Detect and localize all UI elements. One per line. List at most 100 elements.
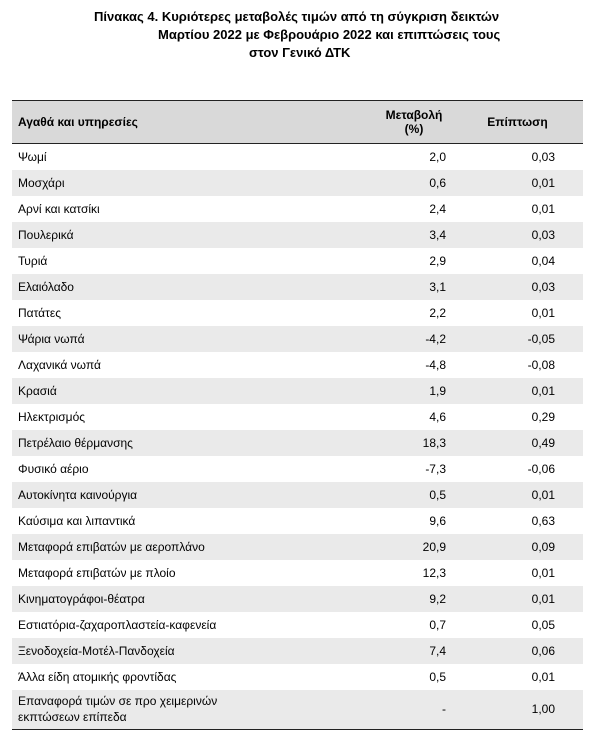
price-changes-table: Αγαθά και υπηρεσίες Μεταβολή (%) Επίπτωσ… [12, 100, 583, 730]
row-impact-value: 0,01 [531, 487, 555, 502]
row-item-name: Ψάρια νωπά [18, 331, 85, 346]
row-change-value: 3,1 [429, 279, 446, 294]
row-impact-value: 0,01 [531, 591, 555, 606]
row-item-name: Κρασιά [18, 383, 57, 398]
row-item-name: Λαχανικά νωπά [18, 357, 101, 372]
row-item-name: Φυσικό αέριο [18, 461, 89, 476]
row-change-value: - [442, 702, 446, 717]
row-item-name: Μεταφορά επιβατών με πλοίο [18, 565, 176, 580]
row-change-value: 9,2 [429, 591, 446, 606]
table-row: Άλλα είδη ατομικής φροντίδας 0,5 0,01 [12, 664, 583, 690]
row-impact-value: 0,03 [531, 149, 555, 164]
row-impact-value: -0,05 [527, 331, 555, 346]
table-row: Πετρέλαιο θέρμανσης 18,3 0,49 [12, 429, 583, 456]
row-change-value: 0,7 [429, 617, 446, 632]
header-goods-services: Αγαθά και υπηρεσίες [18, 115, 138, 129]
table-row: Μοσχάρι 0,6 0,01 [12, 169, 583, 196]
row-change-value: -7,3 [425, 461, 446, 476]
row-item-name: Πουλερικά [18, 227, 74, 242]
row-impact-value: 0,09 [531, 539, 555, 554]
row-impact-value: 0,01 [531, 669, 555, 684]
header-impact: Επίπτωση [487, 115, 548, 129]
row-change-value: 0,6 [429, 175, 446, 190]
row-change-value: 3,4 [429, 227, 446, 242]
row-impact-value: -0,08 [527, 357, 555, 372]
row-item-name: Καύσιμα και λιπαντικά [18, 513, 136, 528]
table-row: Ελαιόλαδο 3,1 0,03 [12, 273, 583, 300]
row-item-name: Αρνί και κατσίκι [18, 201, 100, 216]
row-change-value: 12,3 [422, 565, 446, 580]
row-item-name: Πετρέλαιο θέρμανσης [18, 435, 133, 450]
row-item-name: Ελαιόλαδο [18, 279, 74, 294]
row-impact-value: 0,29 [531, 409, 555, 424]
caption-line-1: Πίνακας 4. Κυριότερες μεταβολές τιμών απ… [94, 9, 500, 24]
row-item-name-line-2: εκπτώσεων επίπεδα [18, 710, 127, 725]
row-impact-value: 0,63 [531, 513, 555, 528]
row-change-value: 18,3 [422, 435, 446, 450]
row-item-name: Ξενοδοχεία-Μοτέλ-Πανδοχεία [18, 643, 175, 658]
table-header: Αγαθά και υπηρεσίες Μεταβολή (%) Επίπτωσ… [12, 100, 583, 144]
header-change-unit: (%) [404, 122, 424, 136]
row-impact-value: 0,04 [531, 253, 555, 268]
table-row: Επαναφορά τιμών σε προ χειμερινών εκπτώσ… [12, 689, 583, 730]
row-impact-value: 1,00 [531, 702, 555, 717]
row-item-name: Αυτοκίνητα καινούργια [18, 487, 138, 502]
row-impact-value: 0,01 [531, 305, 555, 320]
row-change-value: 0,5 [429, 487, 446, 502]
row-impact-value: 0,01 [531, 175, 555, 190]
row-item-name: Κινηματογράφοι-θέατρα [18, 591, 145, 606]
table-row: Κρασιά 1,9 0,01 [12, 377, 583, 404]
row-impact-value: 0,01 [531, 201, 555, 216]
row-change-value: 0,5 [429, 669, 446, 684]
row-change-value: 2,9 [429, 253, 446, 268]
table-row: Πουλερικά 3,4 0,03 [12, 221, 583, 248]
table-row: Ψωμί 2,0 0,03 [12, 144, 583, 170]
table-row: Αυτοκίνητα καινούργια 0,5 0,01 [12, 481, 583, 508]
row-change-value: -4,8 [425, 357, 446, 372]
row-change-value: 9,6 [429, 513, 446, 528]
table-row: Λαχανικά νωπά -4,8 -0,08 [12, 352, 583, 378]
row-item-name: Ηλεκτρισμός [18, 409, 86, 424]
row-change-value: 1,9 [429, 383, 446, 398]
table-row: Πατάτες 2,2 0,01 [12, 300, 583, 326]
row-item-name: Μεταφορά επιβατών με αεροπλάνο [18, 539, 205, 554]
table-row: Ηλεκτρισμός 4,6 0,29 [12, 404, 583, 430]
row-item-name-line-1: Επαναφορά τιμών σε προ χειμερινών [18, 694, 218, 709]
row-impact-value: 0,01 [531, 383, 555, 398]
table-row: Ψάρια νωπά -4,2 -0,05 [12, 325, 583, 352]
row-change-value: 4,6 [429, 409, 446, 424]
row-impact-value: 0,03 [531, 227, 555, 242]
header-change-label: Μεταβολή [385, 108, 443, 122]
row-item-name: Τυριά [18, 253, 48, 268]
header-change-percent: Μεταβολή (%) [376, 101, 452, 144]
table-row: Τυριά 2,9 0,04 [12, 248, 583, 274]
table-row: Ξενοδοχεία-Μοτέλ-Πανδοχεία 7,4 0,06 [12, 637, 583, 664]
row-change-value: 20,9 [422, 539, 446, 554]
row-impact-value: 0,06 [531, 643, 555, 658]
table-row: Εστιατόρια-ζαχαροπλαστεία-καφενεία 0,7 0… [12, 612, 583, 638]
row-change-value: 2,4 [429, 201, 446, 216]
table-row: Φυσικό αέριο -7,3 -0,06 [12, 456, 583, 482]
row-item-name: Ψωμί [18, 149, 47, 164]
row-change-value: 2,0 [429, 149, 446, 164]
row-change-value: 2,2 [429, 305, 446, 320]
row-change-value: 7,4 [429, 643, 446, 658]
row-item-name: Πατάτες [18, 305, 61, 320]
row-impact-value: 0,49 [531, 435, 555, 450]
table-body: Ψωμί 2,0 0,03 Μοσχάρι 0,6 0,01 Αρνί και … [12, 144, 583, 730]
row-item-name: Επαναφορά τιμών σε προ χειμερινών εκπτώσ… [12, 690, 376, 730]
row-change-value: -4,2 [425, 331, 446, 346]
row-item-name: Μοσχάρι [18, 175, 65, 190]
row-impact-value: -0,06 [527, 461, 555, 476]
row-impact-value: 0,03 [531, 279, 555, 294]
row-impact-value: 0,05 [531, 617, 555, 632]
header-row: Αγαθά και υπηρεσίες Μεταβολή (%) Επίπτωσ… [12, 100, 583, 144]
table-row: Μεταφορά επιβατών με αεροπλάνο 20,9 0,09 [12, 533, 583, 560]
table-row: Αρνί και κατσίκι 2,4 0,01 [12, 196, 583, 222]
row-item-name: Εστιατόρια-ζαχαροπλαστεία-καφενεία [18, 617, 217, 632]
table-row: Μεταφορά επιβατών με πλοίο 12,3 0,01 [12, 560, 583, 586]
table-row: Κινηματογράφοι-θέατρα 9,2 0,01 [12, 585, 583, 612]
caption-line-3: στον Γενικό ΔΤΚ [249, 45, 351, 60]
row-item-name: Άλλα είδη ατομικής φροντίδας [18, 669, 177, 684]
caption-line-2: Μαρτίου 2022 με Φεβρουάριο 2022 και επιπ… [158, 27, 501, 42]
